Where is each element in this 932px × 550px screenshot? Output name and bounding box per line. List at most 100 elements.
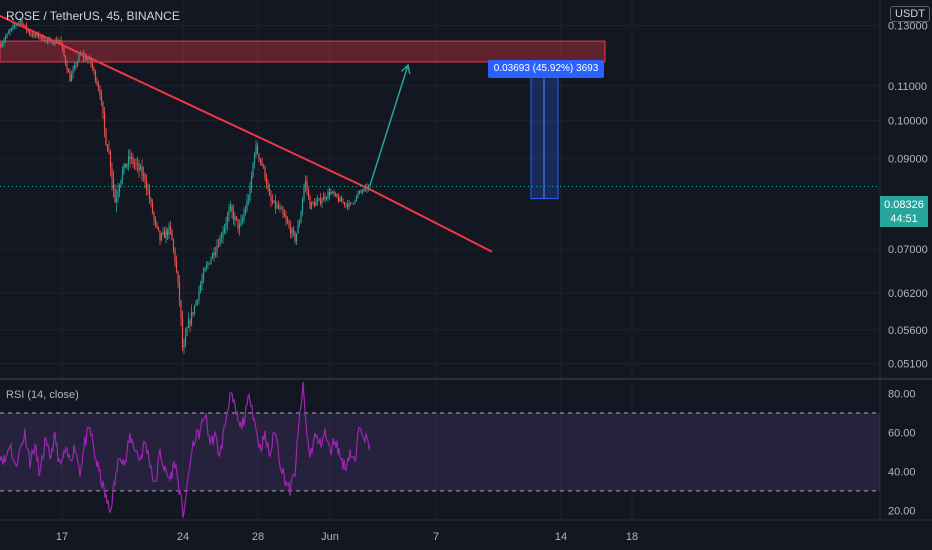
candle-body (138, 163, 140, 170)
candle-body (132, 157, 134, 164)
candle-body (46, 39, 49, 41)
candle-body (37, 33, 40, 38)
candle-body (192, 312, 194, 314)
candle-body (324, 196, 326, 199)
candle-body (105, 129, 107, 146)
rsi-tick-label: 60.00 (888, 428, 916, 440)
candle-body (286, 219, 289, 223)
candle-body (45, 39, 47, 42)
candle-body (99, 89, 101, 96)
candle-body (174, 249, 176, 262)
candle-body (211, 253, 214, 259)
candle-body (318, 198, 320, 200)
candle-body (118, 185, 121, 192)
bar-countdown: 44:51 (890, 213, 918, 225)
candle-body (196, 299, 199, 302)
candle-body (187, 320, 190, 328)
candle-body (201, 279, 203, 286)
candle-body (229, 206, 232, 210)
candle-body (171, 229, 173, 241)
candle-body (369, 184, 371, 187)
candles-group (0, 17, 371, 354)
candle-body (102, 101, 104, 114)
candle-body (129, 156, 131, 159)
candle-body (256, 145, 259, 154)
candle-body (210, 258, 212, 264)
candle-body (198, 290, 200, 300)
candle-body (63, 47, 65, 56)
candle-body (100, 95, 103, 102)
candle-body (142, 174, 145, 176)
candle-body (22, 24, 25, 26)
time-tick-label: 14 (555, 531, 567, 543)
candle-body (363, 188, 365, 192)
candle-body (213, 253, 215, 256)
candle-body (357, 193, 359, 196)
candle-body (259, 159, 262, 162)
time-tick-label: 24 (177, 531, 189, 543)
candle-body (87, 59, 89, 61)
candle-body (94, 71, 97, 81)
price-tick-label: 0.13000 (888, 20, 928, 32)
candle-body (13, 25, 16, 27)
candle-body (253, 154, 256, 164)
candle-body (222, 232, 224, 238)
candle-body (43, 40, 46, 42)
candle-body (351, 202, 353, 204)
candle-body (246, 200, 248, 210)
candle-body (67, 70, 70, 73)
candle-body (73, 65, 76, 70)
symbol-title[interactable]: ROSE / TetherUS, 45, BINANCE (6, 9, 180, 23)
candle-body (133, 163, 136, 165)
candle-body (193, 305, 196, 314)
candle-body (172, 240, 175, 250)
candle-body (327, 192, 329, 198)
candle-body (48, 40, 50, 41)
candle-body (288, 222, 290, 227)
candle-body (157, 226, 160, 231)
candle-body (151, 201, 154, 213)
candle-body (147, 189, 149, 191)
candle-body (291, 229, 293, 234)
candle-body (361, 191, 364, 192)
candle-body (4, 37, 7, 41)
candle-body (349, 202, 352, 204)
candle-body (199, 285, 202, 291)
candle-body (237, 219, 239, 229)
candle-body (303, 186, 305, 200)
candle-body (115, 197, 118, 203)
candle-body (322, 196, 325, 201)
candle-body (177, 271, 179, 283)
candle-body (36, 33, 38, 36)
resistance-zone (0, 40, 606, 63)
candle-body (55, 39, 58, 42)
candle-body (270, 195, 272, 201)
candle-body (141, 166, 143, 176)
candle-body (345, 203, 347, 205)
price-tick-label: 0.05100 (888, 359, 928, 371)
candle-body (111, 167, 113, 179)
candle-body (165, 230, 167, 238)
candle-body (108, 151, 110, 153)
candle-body (93, 68, 95, 72)
candle-body (358, 190, 361, 194)
rsi-indicator-title[interactable]: RSI (14, close) (6, 389, 79, 401)
candle-body (226, 215, 229, 224)
rsi-tick-label: 20.00 (888, 505, 916, 517)
candle-body (231, 206, 233, 212)
candle-body (289, 226, 292, 234)
candle-body (96, 80, 98, 85)
candle-body (64, 55, 67, 64)
candle-body (42, 35, 44, 41)
candle-body (217, 245, 220, 247)
candle-body (178, 282, 181, 301)
candle-body (214, 252, 217, 256)
candle-body (250, 176, 253, 188)
currency-selector[interactable]: USDT (890, 6, 930, 22)
candle-body (130, 157, 133, 159)
candle-body (127, 156, 130, 165)
candle-body (121, 171, 124, 181)
